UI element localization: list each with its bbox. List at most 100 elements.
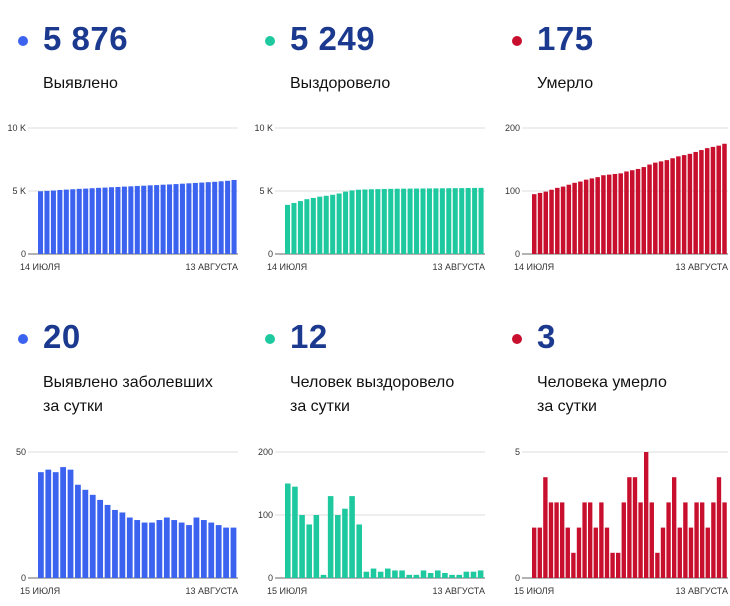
bar xyxy=(225,180,231,254)
bar xyxy=(666,502,671,578)
bar xyxy=(716,145,721,254)
bar xyxy=(465,188,471,254)
bar xyxy=(50,190,56,254)
bar xyxy=(537,192,543,254)
bar xyxy=(687,153,693,254)
bar xyxy=(343,191,349,254)
bar xyxy=(128,186,134,254)
bar xyxy=(349,190,355,254)
y-tick-label: 0 xyxy=(268,573,273,583)
bar xyxy=(532,527,537,578)
bar xyxy=(439,188,445,254)
bar xyxy=(532,194,537,254)
bar xyxy=(67,469,74,578)
bar xyxy=(681,155,687,254)
x-tick-label-start: 15 ИЮЛЯ xyxy=(267,586,307,596)
y-tick-label: 0 xyxy=(21,573,26,583)
deaths-dot xyxy=(512,334,522,344)
bar xyxy=(604,527,610,578)
bar xyxy=(452,188,458,254)
bar xyxy=(470,571,477,578)
y-tick-label: 0 xyxy=(515,573,520,583)
stat-label: Выявлено заболевших xyxy=(43,374,213,391)
bar xyxy=(306,524,312,578)
bar xyxy=(304,199,310,254)
bar xyxy=(134,520,141,578)
bar xyxy=(60,467,66,578)
bar xyxy=(463,571,470,578)
bar xyxy=(627,477,632,578)
bar xyxy=(472,187,478,254)
bar xyxy=(285,483,291,578)
bar xyxy=(560,502,565,578)
bar xyxy=(297,201,303,254)
bar xyxy=(442,572,448,578)
bar xyxy=(459,188,465,254)
bar xyxy=(327,496,334,578)
bar xyxy=(323,195,329,254)
bar xyxy=(635,168,641,254)
bar xyxy=(693,151,698,254)
bar xyxy=(399,570,405,578)
bar xyxy=(406,574,412,578)
bar xyxy=(478,187,484,254)
bar xyxy=(89,494,96,578)
bar xyxy=(543,191,549,254)
bar xyxy=(163,517,170,578)
bar xyxy=(710,146,716,254)
bar xyxy=(414,188,420,254)
bar xyxy=(588,502,593,578)
bar xyxy=(624,171,629,254)
bar xyxy=(178,522,185,578)
bar xyxy=(694,502,699,578)
bar xyxy=(420,570,427,578)
y-tick-label: 0 xyxy=(268,249,273,259)
bar xyxy=(477,570,484,578)
bar xyxy=(612,173,618,254)
stat-value: 5 876 xyxy=(43,20,129,57)
bar xyxy=(606,174,612,254)
bar xyxy=(291,202,297,254)
bar xyxy=(63,189,69,254)
bar xyxy=(83,188,89,254)
bar xyxy=(599,502,604,578)
bar xyxy=(655,552,660,578)
bar xyxy=(342,508,348,578)
bar xyxy=(413,574,420,578)
bar xyxy=(589,178,595,254)
bar xyxy=(141,185,147,254)
bar xyxy=(147,185,153,254)
x-tick-label-start: 14 ИЮЛЯ xyxy=(20,262,60,272)
bar xyxy=(141,522,148,578)
bar xyxy=(199,182,205,254)
bar xyxy=(630,170,635,254)
x-tick-label-end: 13 АВГУСТА xyxy=(432,262,485,272)
bar xyxy=(670,158,675,254)
y-tick-label: 5 K xyxy=(12,186,26,196)
y-tick-label: 10 K xyxy=(254,123,273,133)
bar xyxy=(218,181,224,254)
chart-deaths-total: 0 100 200 14 ИЮЛЯ 13 АВГУСТА xyxy=(505,123,728,272)
bar xyxy=(70,189,76,254)
y-tick-label: 200 xyxy=(505,123,520,133)
bar xyxy=(700,502,705,578)
bar xyxy=(38,191,44,254)
bar xyxy=(313,515,320,578)
stat-label: Выявлено xyxy=(43,75,118,92)
bar xyxy=(638,502,643,578)
bar xyxy=(711,502,716,578)
stat-label: Выздоровело xyxy=(290,75,391,92)
x-tick-label-start: 14 ИЮЛЯ xyxy=(514,262,554,272)
bar xyxy=(134,185,140,254)
recovered-dot xyxy=(265,36,275,46)
bar xyxy=(52,472,59,578)
bar xyxy=(647,164,652,254)
bar xyxy=(104,504,111,578)
y-tick-label: 200 xyxy=(258,447,273,457)
bar xyxy=(154,185,160,254)
bar xyxy=(231,179,237,254)
bar xyxy=(310,197,316,254)
bar xyxy=(370,568,377,578)
bar xyxy=(572,182,577,254)
bar xyxy=(285,204,291,254)
